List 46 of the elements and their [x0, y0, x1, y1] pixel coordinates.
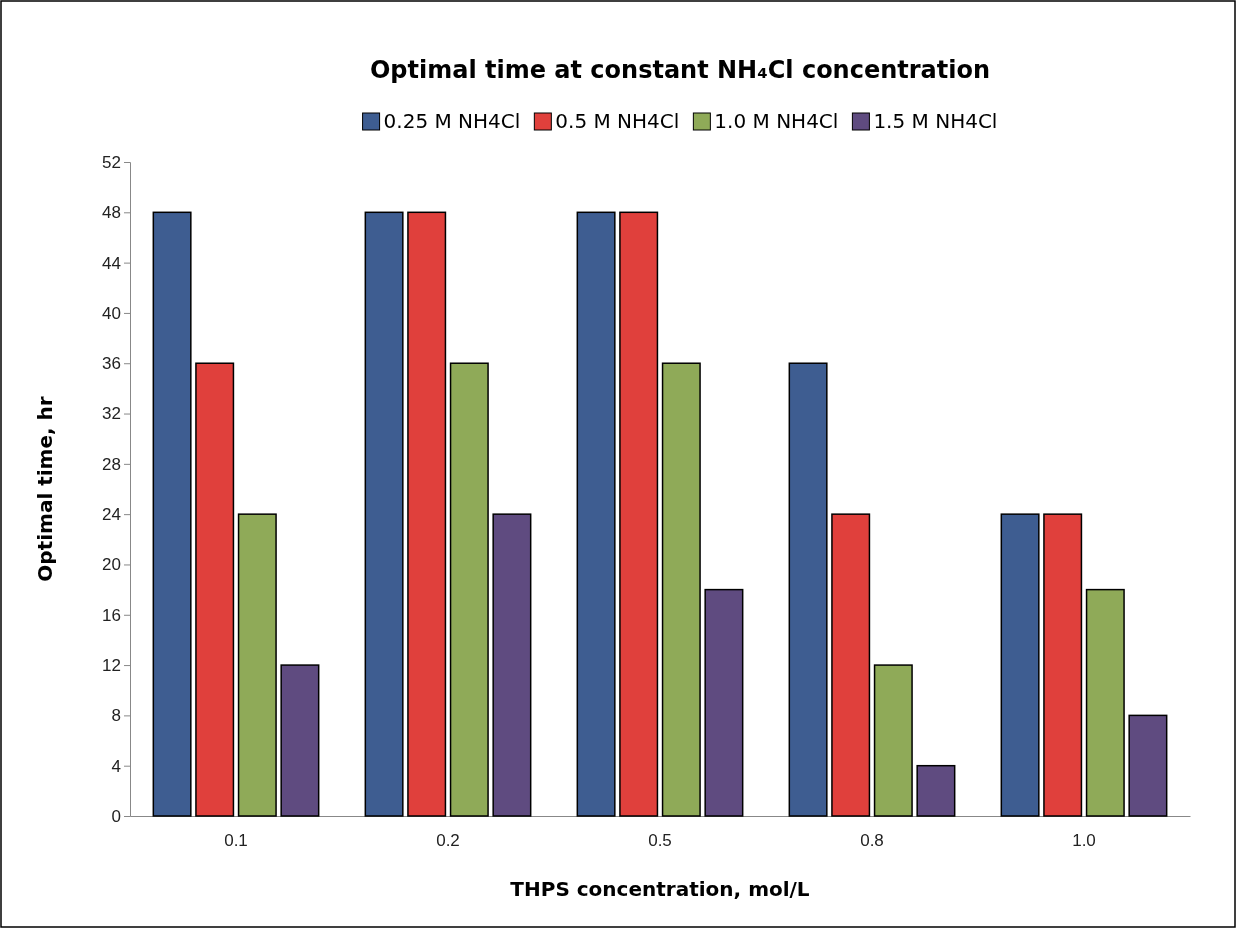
x-tick-label: 1.0: [1072, 831, 1096, 851]
y-tick-label: 24: [102, 505, 121, 525]
y-tick-label: 12: [102, 656, 121, 676]
y-tick-label: 0: [111, 806, 121, 826]
x-tick-label: 0.8: [860, 831, 884, 851]
bar: [704, 588, 744, 817]
bar: [916, 764, 956, 817]
bar: [831, 513, 871, 817]
bar: [619, 211, 659, 817]
bar: [449, 362, 489, 817]
x-tick-label: 0.5: [648, 831, 672, 851]
bar: [237, 513, 277, 817]
x-axis-title: THPS concentration, mol/L: [510, 877, 810, 901]
y-axis-title: Optimal time, hr: [33, 396, 57, 582]
y-tick-label: 32: [102, 404, 121, 424]
legend-label: 1.5 M NH4Cl: [873, 109, 998, 133]
y-tick-label: 44: [102, 253, 121, 273]
bar: [1085, 588, 1125, 817]
y-tick-label: 8: [111, 706, 121, 726]
y-tick-label: 20: [102, 555, 121, 575]
bar: [661, 362, 701, 817]
bar: [195, 362, 235, 817]
x-tick-label: 0.2: [436, 831, 460, 851]
bar: [492, 513, 532, 817]
chart-title: Optimal time at constant NH₄Cl concentration: [369, 56, 991, 84]
y-tick-label: 48: [102, 203, 121, 223]
bar: [280, 664, 320, 817]
x-tick-label: 0.1: [224, 831, 248, 851]
y-tick-label: 40: [102, 303, 121, 323]
bar: [1000, 513, 1040, 817]
bar: [407, 211, 447, 817]
bar: [788, 362, 828, 817]
y-tick-label: 16: [102, 605, 121, 625]
y-tick-label: 4: [111, 756, 121, 776]
y-tick-label: 36: [102, 354, 121, 374]
y-tick-label: 52: [102, 152, 121, 172]
bar: [152, 211, 192, 817]
bar: [364, 211, 404, 817]
legend-label: 0.5 M NH4Cl: [555, 109, 680, 133]
legend-label: 0.25 M NH4Cl: [383, 109, 521, 133]
bar: [1128, 714, 1168, 817]
y-tick-label: 28: [102, 454, 121, 474]
bar: [576, 211, 616, 817]
bar: [1043, 513, 1083, 817]
bar: [873, 664, 913, 817]
legend-label: 1.0 M NH4Cl: [714, 109, 839, 133]
